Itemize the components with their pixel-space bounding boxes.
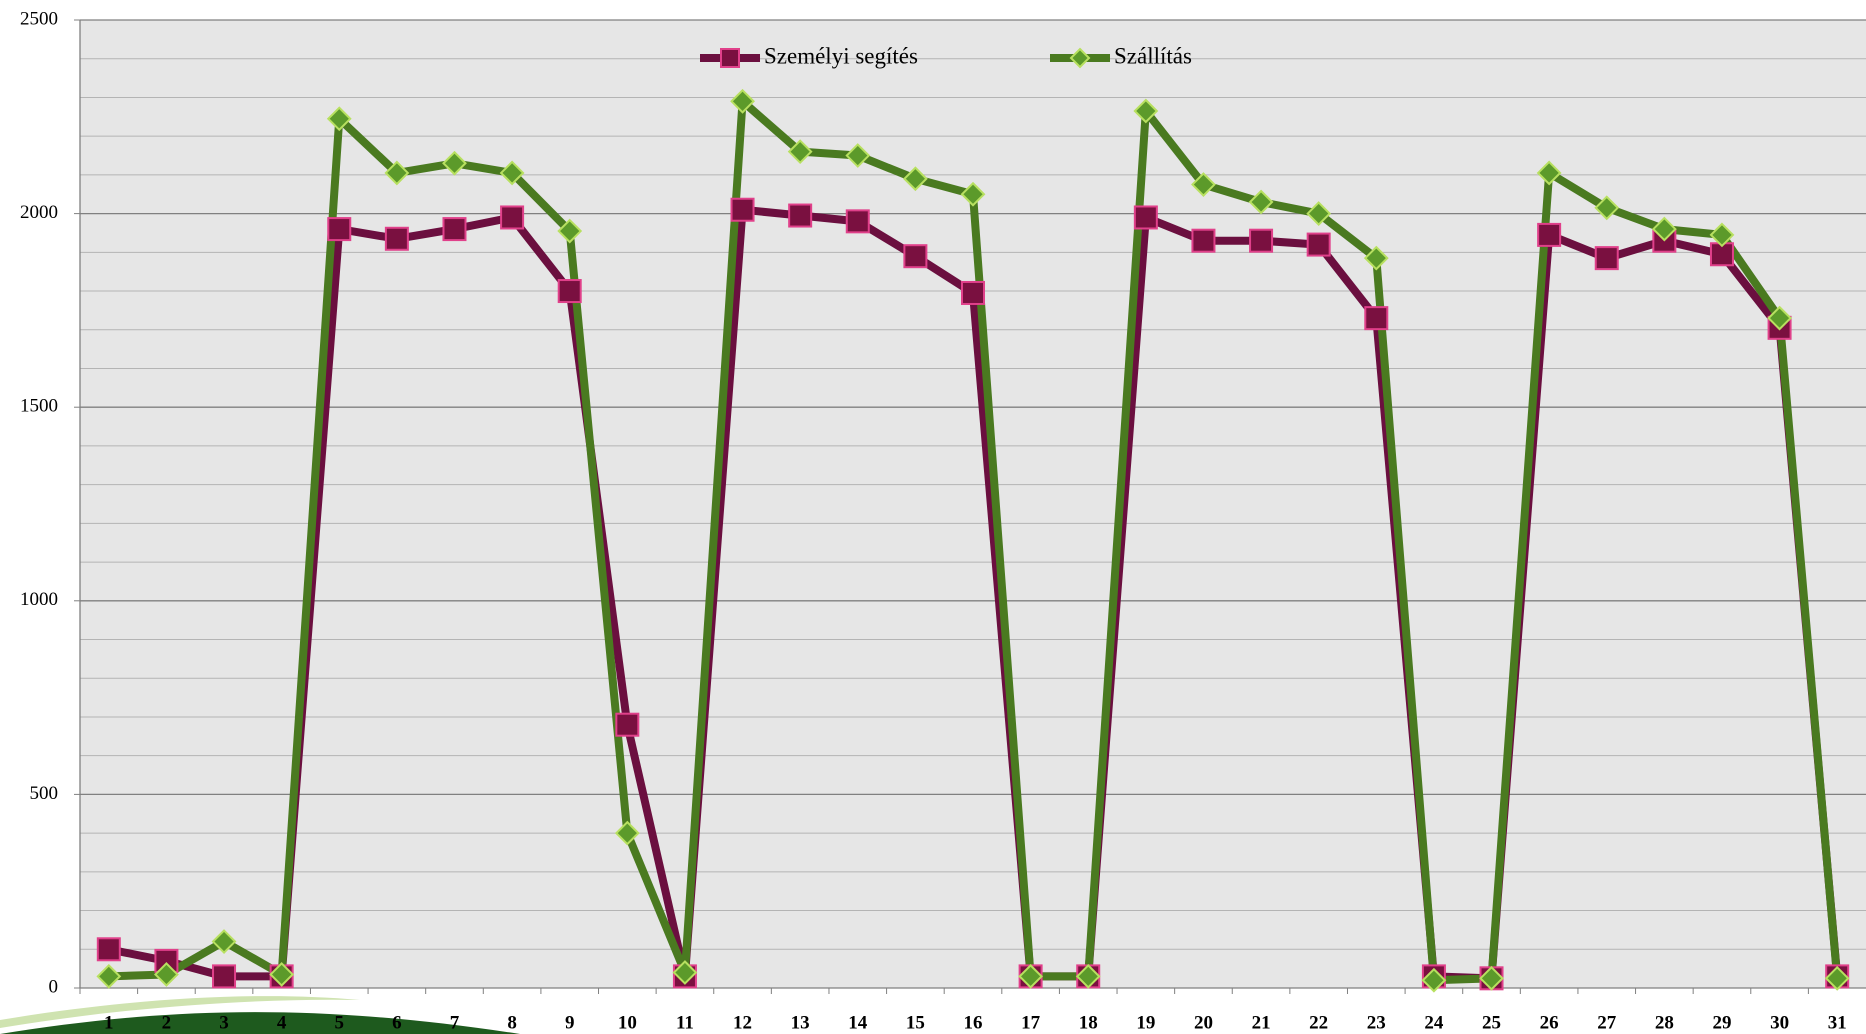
legend-item: Szállítás: [1050, 43, 1192, 69]
marker: [672, 960, 698, 985]
legend-marker: [720, 48, 740, 68]
x-tick-label: 29: [1712, 1012, 1731, 1033]
x-tick-label: 13: [791, 1012, 810, 1033]
x-tick-label: 19: [1136, 1012, 1155, 1033]
x-tick-label: 15: [906, 1012, 925, 1033]
x-tick-label: 23: [1367, 1012, 1386, 1033]
x-tick-label: 28: [1655, 1012, 1674, 1033]
marker: [212, 964, 237, 989]
marker: [902, 166, 928, 192]
x-tick-label: 26: [1540, 1012, 1559, 1033]
x-tick-label: 2: [162, 1012, 172, 1033]
x-tick-label: 3: [219, 1012, 229, 1033]
x-tick-label: 7: [450, 1012, 460, 1033]
x-tick-label: 25: [1482, 1012, 1501, 1033]
marker: [1306, 201, 1332, 227]
marker: [1364, 306, 1389, 331]
marker: [327, 217, 352, 242]
marker: [557, 218, 583, 244]
x-tick-label: 24: [1424, 1012, 1444, 1033]
x-tick-label: 12: [733, 1012, 752, 1033]
legend-label: Személyi segítés: [764, 43, 918, 68]
x-tick-label: 10: [618, 1012, 637, 1033]
x-tick-label: 4: [277, 1012, 287, 1033]
marker: [1537, 222, 1562, 247]
marker: [1191, 228, 1216, 253]
marker: [1767, 305, 1792, 331]
y-tick-label: 500: [30, 783, 59, 804]
x-tick-label: 14: [848, 1012, 868, 1033]
marker: [845, 209, 870, 234]
x-tick-label: 21: [1252, 1012, 1271, 1033]
x-tick-label: 17: [1021, 1012, 1041, 1033]
plot-area: [80, 20, 1866, 988]
marker: [787, 139, 813, 165]
marker: [1363, 245, 1389, 271]
marker: [788, 203, 813, 228]
y-tick-label: 1000: [20, 589, 58, 610]
marker: [1709, 222, 1735, 248]
decoration: [0, 1012, 520, 1034]
marker: [960, 181, 986, 207]
legend-marker: [1069, 47, 1091, 69]
marker: [1536, 160, 1562, 186]
marker: [96, 963, 122, 989]
y-tick-label: 0: [49, 976, 59, 997]
marker: [1249, 228, 1274, 253]
legend-item: Személyi segítés: [700, 43, 918, 68]
x-tick-label: 11: [676, 1012, 694, 1033]
marker: [1248, 189, 1274, 215]
marker: [1075, 963, 1101, 989]
marker: [1594, 195, 1620, 221]
decoration: [0, 996, 360, 1028]
marker: [615, 712, 640, 737]
x-tick-label: 30: [1770, 1012, 1789, 1033]
legend-label: Szállítás: [1114, 43, 1192, 68]
marker: [211, 929, 237, 954]
marker: [442, 150, 467, 176]
marker: [730, 197, 755, 222]
x-tick-label: 27: [1597, 1012, 1617, 1033]
x-tick-label: 5: [335, 1012, 345, 1033]
marker: [557, 279, 582, 304]
marker: [1421, 967, 1447, 993]
marker: [326, 106, 352, 132]
y-tick-label: 1500: [20, 396, 58, 417]
x-tick-label: 9: [565, 1012, 575, 1033]
marker: [1133, 98, 1159, 124]
marker: [961, 280, 985, 305]
marker: [1824, 965, 1850, 991]
x-tick-label: 22: [1309, 1012, 1328, 1033]
x-tick-label: 18: [1079, 1012, 1098, 1033]
marker: [903, 244, 928, 269]
marker: [154, 962, 179, 987]
marker: [1594, 246, 1619, 271]
marker: [442, 217, 467, 242]
y-tick-label: 2000: [20, 202, 58, 223]
x-tick-label: 6: [392, 1012, 402, 1033]
marker: [384, 226, 409, 251]
marker: [1191, 172, 1216, 197]
x-tick-label: 16: [964, 1012, 983, 1033]
y-tick-label: 2500: [20, 8, 58, 29]
marker: [845, 143, 871, 168]
x-tick-label: 8: [507, 1012, 517, 1033]
marker: [384, 160, 410, 186]
marker: [1479, 965, 1504, 991]
marker: [1306, 232, 1331, 257]
marker: [1651, 216, 1677, 242]
marker: [499, 160, 525, 186]
x-tick-label: 20: [1194, 1012, 1213, 1033]
x-tick-label: 1: [104, 1012, 114, 1033]
marker: [614, 820, 640, 846]
marker: [500, 205, 525, 230]
marker: [1133, 205, 1158, 230]
marker: [269, 962, 295, 987]
x-tick-label: 31: [1828, 1012, 1847, 1033]
marker: [96, 937, 121, 962]
marker: [730, 88, 755, 114]
marker: [1018, 963, 1044, 989]
